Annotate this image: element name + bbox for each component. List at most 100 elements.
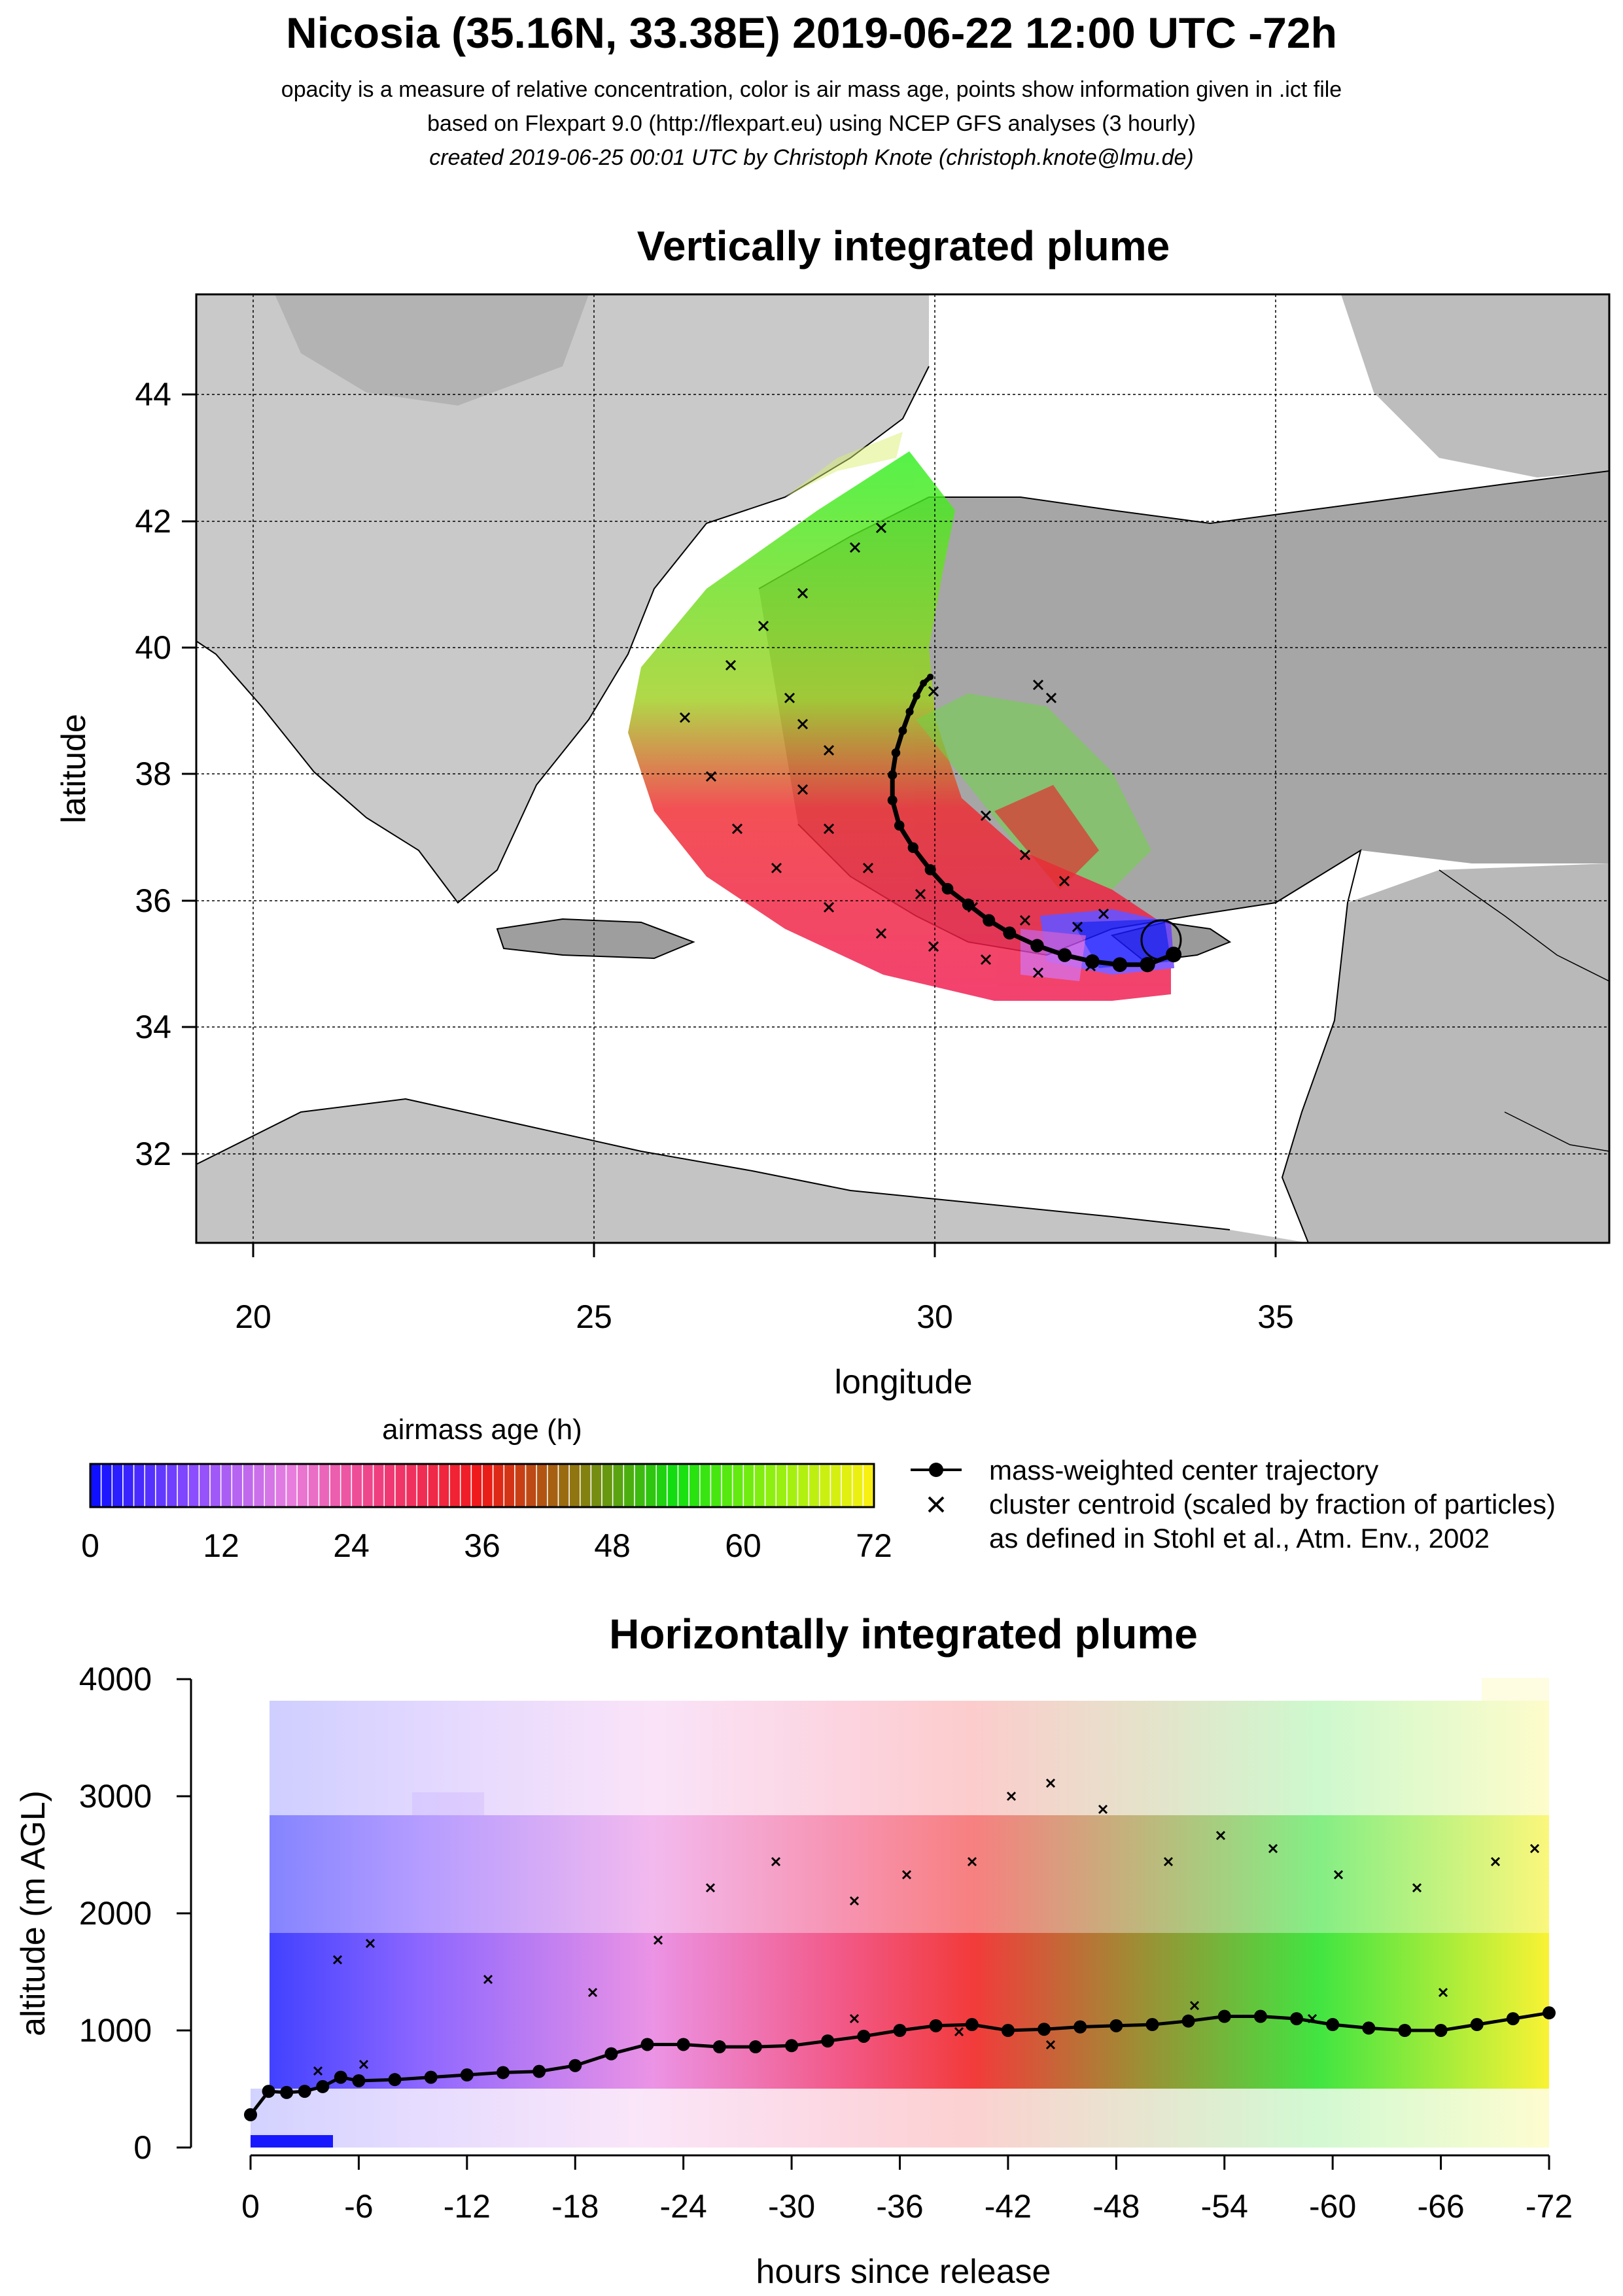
trajectory-point bbox=[1140, 957, 1155, 973]
profile-x-tick-label: -30 bbox=[768, 2188, 815, 2225]
colorbar-cell bbox=[340, 1463, 353, 1508]
colorbar-cell bbox=[634, 1463, 646, 1508]
profile-x-tick-label: -12 bbox=[444, 2188, 491, 2225]
profile-x-tick-label: -36 bbox=[876, 2188, 923, 2225]
colorbar-cell bbox=[307, 1463, 320, 1508]
release-site-marker bbox=[1140, 919, 1182, 961]
legend: mass-weighted center trajectory cluster … bbox=[911, 1455, 1556, 1554]
colorbar-cell bbox=[100, 1463, 113, 1508]
colorbar-cell bbox=[667, 1463, 679, 1508]
colorbar-cell bbox=[220, 1463, 233, 1508]
colorbar-cell bbox=[111, 1463, 124, 1508]
trajectory-point bbox=[920, 680, 927, 687]
profile-x-tick-label: -48 bbox=[1092, 2188, 1140, 2225]
profile-trajectory-point bbox=[298, 2085, 311, 2098]
profile-trajectory-point bbox=[676, 2038, 690, 2051]
colorbar-cell bbox=[819, 1463, 831, 1508]
profile-y-axis-label: altitude (m AGL) bbox=[14, 1790, 52, 2036]
profile-trajectory-point bbox=[244, 2108, 257, 2121]
trajectory-point bbox=[907, 842, 918, 853]
trajectory-point bbox=[983, 914, 996, 927]
profile-x-tick-label: -72 bbox=[1526, 2188, 1573, 2225]
profile-y-tick-label: 2000 bbox=[79, 1895, 152, 1932]
trajectory-point bbox=[888, 770, 898, 780]
profile-trajectory-point bbox=[1217, 2009, 1231, 2023]
profile-trajectory-point bbox=[1470, 2018, 1484, 2032]
profile-y-tick-label: 0 bbox=[133, 2129, 152, 2166]
colorbar-cell bbox=[601, 1463, 614, 1508]
colorbar-cell bbox=[459, 1463, 472, 1508]
colorbar-cell bbox=[372, 1463, 385, 1508]
colorbar-cell bbox=[851, 1463, 864, 1508]
colorbar-tick-label: 72 bbox=[856, 1527, 892, 1564]
trajectory-point bbox=[887, 795, 898, 805]
colorbar-tick-label: 48 bbox=[594, 1527, 631, 1564]
plume-area bbox=[628, 432, 1174, 1001]
profile-trajectory-point bbox=[388, 2073, 402, 2087]
profile-trajectory-point bbox=[568, 2059, 582, 2072]
colorbar-cell bbox=[177, 1463, 189, 1508]
profile-panel-title: Horizontally integrated plume bbox=[609, 1610, 1198, 1658]
profile-plume bbox=[251, 1678, 1549, 2148]
colorbar-cell bbox=[362, 1463, 374, 1508]
map-x-ticks bbox=[252, 1243, 1277, 1257]
profile-trajectory-point bbox=[748, 2040, 762, 2054]
map-y-tick-label: 40 bbox=[135, 629, 171, 666]
colorbar-cell bbox=[492, 1463, 505, 1508]
profile-trajectory-line bbox=[249, 2011, 1550, 2116]
map-x-tick-label: 20 bbox=[235, 1298, 271, 1335]
map-y-tick-label: 34 bbox=[135, 1009, 171, 1045]
colorbar-cell bbox=[470, 1463, 483, 1508]
colorbar-cell bbox=[351, 1463, 363, 1508]
colorbar-cell bbox=[547, 1463, 559, 1508]
profile-trajectory-point bbox=[1109, 2019, 1123, 2032]
trajectory-point bbox=[1085, 954, 1100, 969]
land-crete bbox=[497, 919, 693, 958]
profile-trajectory-point bbox=[532, 2064, 546, 2078]
profile-trajectory-point bbox=[1434, 2024, 1448, 2037]
trajectory-point bbox=[905, 707, 914, 716]
colorbar-cell bbox=[144, 1463, 156, 1508]
colorbar-cell bbox=[383, 1463, 396, 1508]
profile-trajectory-point bbox=[821, 2034, 835, 2048]
colorbar-cell bbox=[731, 1463, 744, 1508]
profile-trajectory-point bbox=[424, 2070, 438, 2084]
profile-scattered-centroids bbox=[313, 1778, 1540, 2076]
trajectory-point bbox=[898, 726, 907, 735]
profile-trajectory-point bbox=[965, 2018, 979, 2032]
profile-trajectory-point bbox=[1362, 2021, 1376, 2035]
profile-y-tick-label: 3000 bbox=[79, 1778, 152, 1815]
colorbar-cell bbox=[481, 1463, 494, 1508]
profile-trajectory-point bbox=[1145, 2018, 1159, 2032]
colorbar-cell bbox=[775, 1463, 788, 1508]
colorbar-cell bbox=[188, 1463, 200, 1508]
trajectory-point bbox=[891, 748, 901, 757]
colorbar-cell bbox=[133, 1463, 145, 1508]
colorbar-cell bbox=[438, 1463, 450, 1508]
colorbar-cell bbox=[242, 1463, 254, 1508]
colorbar-cell bbox=[166, 1463, 178, 1508]
colorbar-cell bbox=[253, 1463, 265, 1508]
legend-trajectory-dot-icon bbox=[929, 1463, 943, 1477]
colorbar-cell bbox=[612, 1463, 625, 1508]
trajectory-point bbox=[1112, 957, 1128, 972]
profile-y-tick-label: 1000 bbox=[79, 2012, 152, 2049]
colorbar-tick-label: 36 bbox=[464, 1527, 500, 1564]
legend-centroid-x-icon bbox=[928, 1496, 945, 1513]
colorbar-cell bbox=[786, 1463, 799, 1508]
subtitle-line-2: based on Flexpart 9.0 (http://flexpart.e… bbox=[427, 111, 1196, 136]
profile-x-tick-label: -18 bbox=[551, 2188, 599, 2225]
colorbar-cell bbox=[710, 1463, 722, 1508]
colorbar-cell bbox=[623, 1463, 635, 1508]
profile-trajectory-point bbox=[316, 2079, 330, 2093]
colorbar-tick-label: 0 bbox=[81, 1527, 99, 1564]
colorbar-cell bbox=[275, 1463, 287, 1508]
profile-trajectory-point bbox=[280, 2085, 294, 2099]
trajectory-point bbox=[924, 864, 936, 876]
profile-trajectory-point bbox=[857, 2029, 871, 2043]
colorbar-cell bbox=[416, 1463, 428, 1508]
profile-trajectory-point bbox=[893, 2024, 907, 2037]
colorbar-cell bbox=[285, 1463, 298, 1508]
colorbar-cell bbox=[122, 1463, 135, 1508]
